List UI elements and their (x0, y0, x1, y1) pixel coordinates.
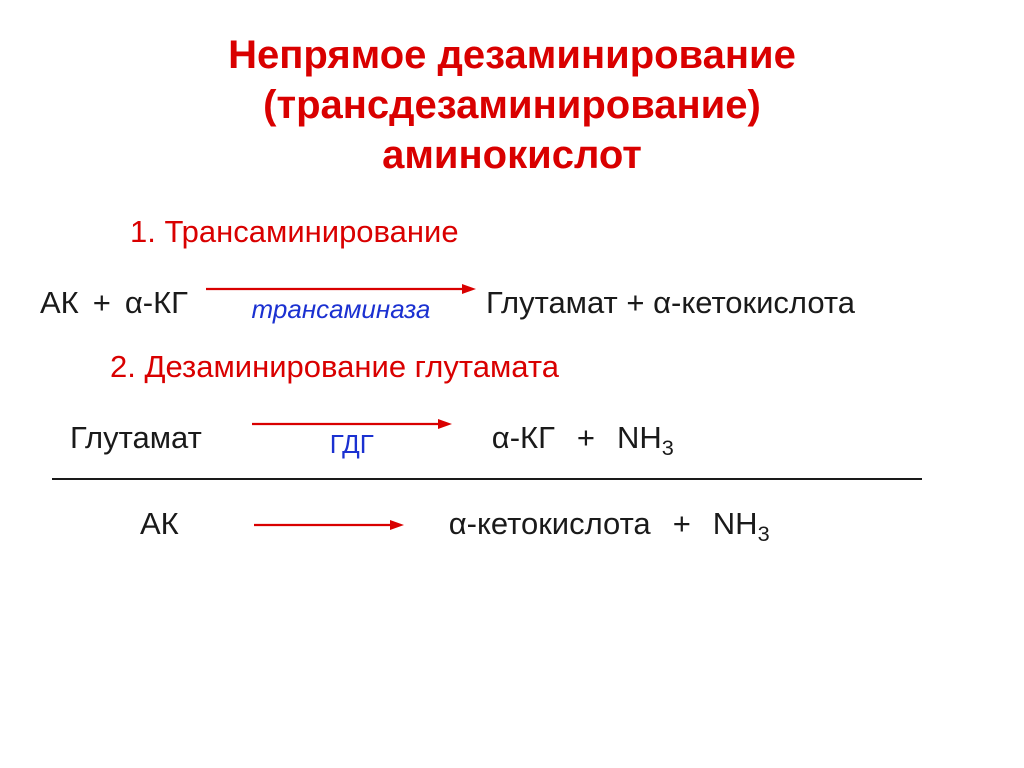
rs-arrow-block (254, 516, 404, 532)
reaction-summary: АК α-кетокислота + NH3 (140, 506, 954, 542)
r2-plus: + (577, 420, 595, 456)
r1-akg: α-КГ (125, 285, 188, 321)
divider-line (52, 478, 922, 480)
rs-nh: NH (713, 506, 758, 541)
arrow-icon (254, 516, 404, 532)
r2-glutamate: Глутамат (70, 420, 202, 456)
r2-nh3-sub: 3 (662, 435, 674, 460)
r1-plus1: + (93, 285, 111, 321)
reaction-2: Глутамат ГДГ α-КГ + NH3 (70, 415, 954, 460)
reaction-1: АК + α-КГ трансаминаза Глутамат + α-кето… (40, 280, 954, 325)
slide-title: Непрямое дезаминирование (трансдезаминир… (70, 30, 954, 180)
rs-keto: α-кетокислота (449, 506, 651, 542)
step2-label: 2. Дезаминирование глутамата (110, 349, 954, 385)
r2-arrow-block: ГДГ (252, 415, 452, 460)
r2-akg: α-КГ (492, 420, 555, 456)
rs-plus: + (673, 506, 691, 542)
rs-nh3: NH3 (713, 506, 770, 542)
title-line3: аминокислот (382, 133, 642, 177)
rs-nh3-sub: 3 (758, 521, 770, 546)
r1-enzyme: трансаминаза (252, 294, 431, 325)
r1-ak: АК (40, 285, 79, 321)
step1-label: 1. Трансаминирование (130, 214, 954, 250)
r2-nh: NH (617, 420, 662, 455)
title-line1: Непрямое дезаминирование (228, 33, 796, 77)
r2-enzyme: ГДГ (330, 429, 374, 460)
r2-nh3: NH3 (617, 420, 674, 456)
title-line2: (трансдезаминирование) (263, 83, 761, 127)
rs-ak: АК (140, 506, 179, 542)
r1-products: Глутамат + α-кетокислота (486, 285, 855, 321)
r1-arrow-block: трансаминаза (206, 280, 476, 325)
